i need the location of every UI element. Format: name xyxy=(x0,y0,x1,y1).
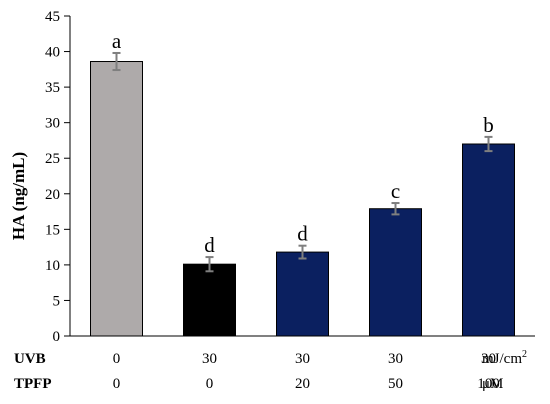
y-tick-label: 10 xyxy=(45,258,60,274)
y-tick-label: 20 xyxy=(45,187,60,203)
y-tick-label: 40 xyxy=(45,45,60,61)
unit-main: μM xyxy=(482,376,503,392)
y-tick-label: 30 xyxy=(45,116,60,132)
bar xyxy=(369,208,422,337)
treatment-value: 30 xyxy=(295,351,310,367)
treatment-value: 0 xyxy=(113,376,121,392)
treatment-value: 20 xyxy=(295,376,310,392)
significance-label: b xyxy=(483,113,494,137)
axes xyxy=(69,16,535,337)
y-tick-label: 25 xyxy=(45,151,60,167)
treatment-row-label: UVB xyxy=(14,351,46,367)
treatment-value: 100 xyxy=(477,376,500,392)
bar xyxy=(276,251,329,337)
treatment-unit: mJ/cm2 xyxy=(482,349,527,367)
treatment-value: 30 xyxy=(481,351,496,367)
treatment-value: 0 xyxy=(206,376,214,392)
y-tick-label: 45 xyxy=(45,9,60,25)
y-axis-ticks: 0 5 10 15 20 25 30 35 40 45 xyxy=(45,9,70,345)
y-tick-label: 15 xyxy=(45,222,60,238)
treatment-value: 30 xyxy=(202,351,217,367)
treatment-value: 30 xyxy=(388,351,403,367)
treatment-value: 50 xyxy=(388,376,403,392)
y-axis-title: HA (ng/mL) xyxy=(9,152,28,240)
bar xyxy=(183,263,236,337)
unit-main: mJ/cm xyxy=(482,351,522,367)
treatment-value: 0 xyxy=(113,351,121,367)
y-tick-label: 0 xyxy=(53,329,61,345)
treatment-unit: μM xyxy=(482,376,503,392)
bar xyxy=(462,143,515,337)
unit-superscript: 2 xyxy=(522,349,527,360)
treatment-row-label: TPFP xyxy=(14,376,52,392)
y-tick-label: 35 xyxy=(45,80,60,96)
significance-label: d xyxy=(297,222,308,246)
significance-label: a xyxy=(112,29,122,53)
bars: a d d c b xyxy=(90,29,515,337)
significance-label: d xyxy=(204,233,215,257)
bar xyxy=(90,61,143,337)
y-tick-label: 5 xyxy=(53,293,61,309)
significance-label: c xyxy=(391,179,400,203)
